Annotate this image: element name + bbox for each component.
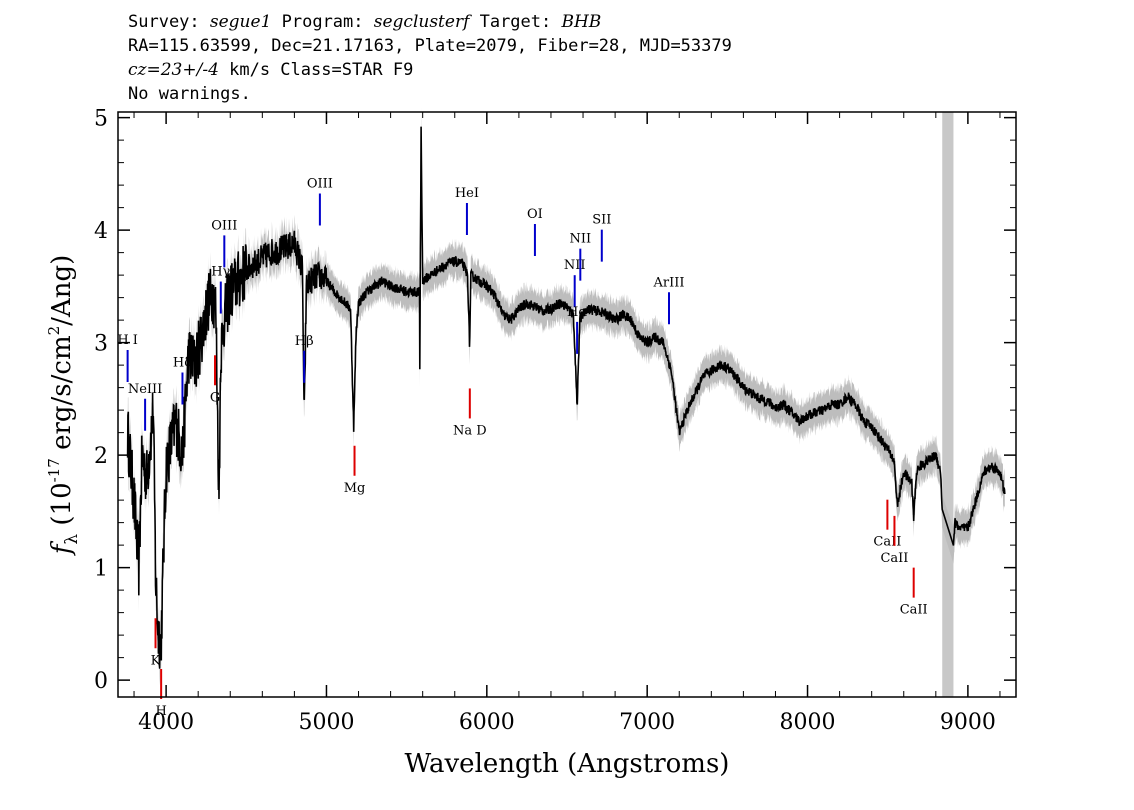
plot-frame: [117, 111, 1017, 698]
survey-value: segue1: [209, 12, 272, 32]
x-tick-label: 9000: [940, 710, 996, 735]
emission-label: Hγ: [211, 265, 230, 280]
x-tick-label: 8000: [780, 710, 836, 735]
line-marker-caii-20: CaII: [880, 515, 908, 566]
program-label: Program:: [271, 12, 374, 32]
header-line-warnings: No warnings.: [128, 84, 251, 104]
line-marker-sii-12: SII: [592, 213, 611, 262]
emission-label: NeIII: [128, 382, 162, 397]
x-tick-label: 5000: [298, 710, 354, 735]
emission-label: Hα: [567, 305, 587, 320]
masked-region-layer: [942, 112, 954, 697]
y-tick-label: 3: [94, 332, 108, 357]
spectrum-header: Survey: segue1 Program: segclusterf Targ…: [128, 10, 732, 106]
absorption-label: H: [155, 704, 166, 719]
line-marker-layer: H INeIIIHδHγOIIIHβOIIIHeIOINIIHαNIISIIAr…: [117, 177, 927, 719]
emission-label: NII: [564, 258, 586, 273]
line-marker-neiii-1: NeIII: [128, 382, 162, 431]
y-tick-label: 1: [94, 557, 108, 582]
y-axis-label: fλ (10-17 erg/s/cm2/Ang): [45, 255, 82, 557]
tick-layer: 4000 5000 6000 7000 8000 9000 0 1 2 3 4 5: [94, 107, 1016, 735]
x-axis-label: Wavelength (Angstroms): [405, 749, 730, 779]
masked-band: [942, 112, 954, 697]
absorption-label: Mg: [344, 481, 366, 496]
emission-label: OIII: [307, 177, 333, 192]
absorption-label: CaII: [880, 551, 908, 566]
line-marker-hδ-2: Hδ: [173, 356, 192, 405]
target-label: Target:: [469, 12, 562, 32]
header-line-survey: Survey: segue1 Program: segclusterf Targ…: [128, 10, 732, 34]
x-tick-label: 4000: [138, 710, 194, 735]
header-line-redshift: cz=23+/-4 km/s Class=STAR F9: [128, 58, 732, 82]
target-value: BHB: [561, 12, 602, 32]
x-tick-label: 7000: [619, 710, 675, 735]
emission-label: H I: [117, 333, 138, 348]
line-marker-hei-7: HeI: [455, 186, 479, 235]
emission-label: Hδ: [173, 356, 192, 371]
y-tick-label: 0: [94, 669, 108, 694]
line-marker-h-i-0: H I: [117, 333, 138, 382]
header-line-coordinates: RA=115.63599, Dec=21.17163, Plate=2079, …: [128, 36, 732, 56]
line-marker-h-15: H: [155, 669, 167, 719]
line-marker-caii-21: CaII: [900, 567, 928, 618]
line-marker-ariii-13: ArIII: [652, 275, 684, 325]
axes-frame-layer: [117, 111, 1017, 698]
emission-label: ArIII: [652, 275, 684, 290]
line-marker-na-d-18: Na D: [453, 388, 487, 438]
redshift-value: cz=23+/-4: [128, 60, 219, 80]
emission-label: OIII: [211, 218, 237, 233]
line-marker-mg-17: Mg: [344, 445, 366, 496]
line-marker-k-14: K: [151, 618, 161, 668]
y-tick-label: 2: [94, 444, 108, 469]
flux-line: [126, 126, 1006, 669]
emission-label: NII: [569, 232, 591, 247]
y-tick-label: 5: [94, 107, 108, 132]
line-marker-oiii-4: OIII: [211, 218, 237, 268]
line-marker-nii-11: NII: [569, 232, 591, 281]
x-tick-label: 6000: [459, 710, 515, 735]
flux-layer: [126, 126, 1006, 669]
line-marker-hβ-5: Hβ: [295, 334, 314, 383]
survey-label: Survey:: [128, 12, 210, 32]
emission-label: HeI: [455, 186, 479, 201]
y-tick-label: 4: [94, 219, 108, 244]
line-marker-g-16: G: [210, 355, 220, 405]
absorption-label: Na D: [453, 423, 487, 438]
emission-label: SII: [592, 213, 611, 228]
absorption-label: K: [151, 653, 161, 668]
line-marker-oiii-6: OIII: [307, 177, 333, 226]
class-text: km/s Class=STAR F9: [218, 60, 414, 80]
line-marker-oi-8: OI: [527, 207, 543, 256]
emission-label: Hβ: [295, 334, 314, 349]
absorption-label: CaII: [900, 603, 928, 618]
line-marker-hα-10: Hα: [567, 305, 587, 354]
noise-envelope: [127, 107, 1005, 686]
noise-envelope-layer: [127, 107, 1005, 686]
absorption-label: G: [210, 390, 220, 405]
program-value: segclusterf: [373, 12, 470, 32]
absorption-label: CaII: [873, 535, 901, 550]
line-marker-hγ-3: Hγ: [211, 265, 231, 314]
emission-label: OI: [527, 207, 543, 222]
